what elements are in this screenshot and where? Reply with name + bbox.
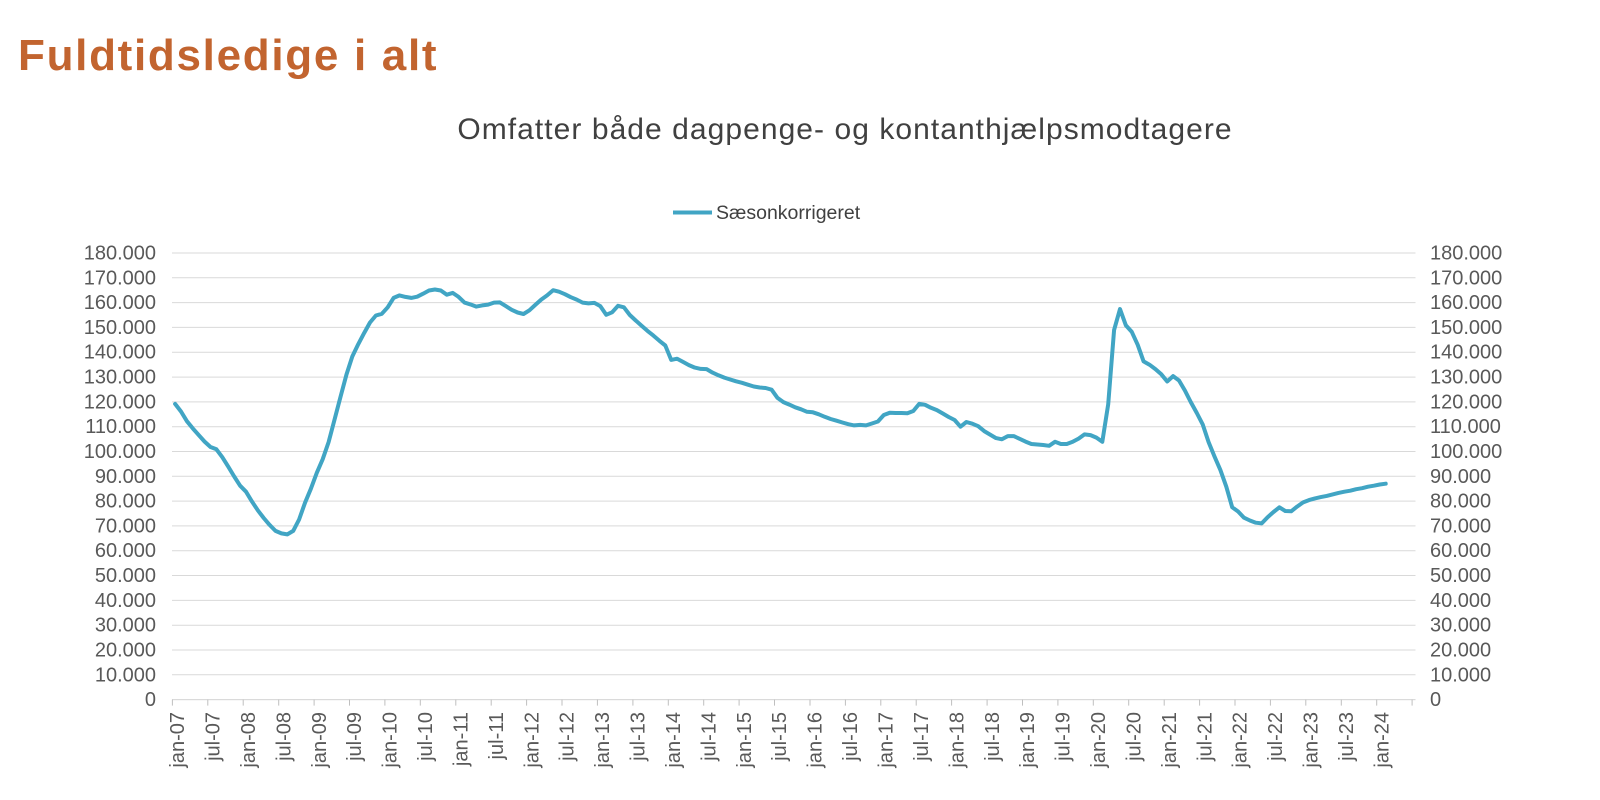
- svg-text:jan-09: jan-09: [309, 712, 331, 769]
- svg-text:jan-14: jan-14: [663, 712, 685, 769]
- svg-text:90.000: 90.000: [1430, 466, 1491, 488]
- svg-text:jan-12: jan-12: [521, 712, 543, 769]
- svg-text:jan-13: jan-13: [592, 712, 614, 769]
- svg-text:40.000: 40.000: [1430, 590, 1491, 612]
- svg-text:140.000: 140.000: [1430, 342, 1502, 364]
- svg-text:jul-08: jul-08: [273, 712, 295, 762]
- svg-text:0: 0: [1430, 689, 1441, 711]
- svg-text:170.000: 170.000: [1430, 267, 1502, 289]
- svg-text:jan-24: jan-24: [1371, 712, 1393, 769]
- svg-text:60.000: 60.000: [1430, 540, 1491, 562]
- svg-text:120.000: 120.000: [1430, 391, 1502, 413]
- svg-text:50.000: 50.000: [95, 565, 156, 587]
- svg-text:180.000: 180.000: [1430, 243, 1502, 265]
- svg-text:160.000: 160.000: [84, 292, 156, 314]
- svg-text:70.000: 70.000: [95, 515, 156, 537]
- svg-text:10.000: 10.000: [1430, 664, 1491, 686]
- svg-text:100.000: 100.000: [1430, 441, 1502, 463]
- svg-text:jan-07: jan-07: [167, 712, 189, 769]
- svg-text:jan-17: jan-17: [876, 712, 898, 769]
- svg-text:10.000: 10.000: [95, 664, 156, 686]
- svg-text:80.000: 80.000: [1430, 491, 1491, 513]
- svg-text:jan-10: jan-10: [380, 712, 402, 769]
- svg-text:20.000: 20.000: [95, 640, 156, 662]
- svg-text:jul-21: jul-21: [1194, 712, 1216, 762]
- svg-text:jul-07: jul-07: [203, 712, 225, 762]
- svg-text:jan-08: jan-08: [238, 712, 260, 769]
- svg-text:jul-23: jul-23: [1336, 712, 1358, 762]
- svg-text:180.000: 180.000: [84, 243, 156, 265]
- svg-text:50.000: 50.000: [1430, 565, 1491, 587]
- svg-text:jul-11: jul-11: [486, 712, 508, 760]
- svg-text:jul-09: jul-09: [344, 712, 366, 762]
- svg-text:130.000: 130.000: [84, 367, 156, 389]
- svg-text:jul-22: jul-22: [1265, 712, 1287, 762]
- svg-text:jul-10: jul-10: [415, 712, 437, 762]
- svg-text:30.000: 30.000: [1430, 615, 1491, 637]
- svg-text:Sæsonkorrigeret: Sæsonkorrigeret: [716, 202, 861, 224]
- svg-text:jan-11: jan-11: [451, 712, 473, 767]
- svg-text:jul-20: jul-20: [1123, 712, 1145, 762]
- svg-text:jan-16: jan-16: [805, 712, 827, 769]
- svg-text:40.000: 40.000: [95, 590, 156, 612]
- svg-text:jul-17: jul-17: [911, 712, 933, 762]
- svg-text:jul-18: jul-18: [982, 712, 1004, 762]
- svg-text:jan-22: jan-22: [1230, 712, 1252, 769]
- svg-text:170.000: 170.000: [84, 267, 156, 289]
- svg-text:150.000: 150.000: [1430, 317, 1502, 339]
- svg-text:jan-15: jan-15: [734, 712, 756, 769]
- svg-text:110.000: 110.000: [85, 416, 156, 438]
- svg-text:30.000: 30.000: [95, 615, 156, 637]
- svg-text:100.000: 100.000: [84, 441, 156, 463]
- svg-text:jan-19: jan-19: [1017, 712, 1039, 769]
- svg-text:110.000: 110.000: [1430, 416, 1501, 438]
- svg-text:jul-12: jul-12: [557, 712, 579, 762]
- svg-text:jan-18: jan-18: [946, 712, 968, 769]
- svg-text:140.000: 140.000: [84, 342, 156, 364]
- svg-text:130.000: 130.000: [1430, 367, 1502, 389]
- svg-text:jul-16: jul-16: [840, 712, 862, 762]
- svg-text:120.000: 120.000: [84, 391, 156, 413]
- svg-text:70.000: 70.000: [1430, 515, 1491, 537]
- svg-text:jan-23: jan-23: [1301, 712, 1323, 769]
- svg-text:80.000: 80.000: [95, 491, 156, 513]
- svg-text:20.000: 20.000: [1430, 640, 1491, 662]
- svg-text:150.000: 150.000: [84, 317, 156, 339]
- svg-text:jul-19: jul-19: [1053, 712, 1075, 762]
- svg-text:jan-21: jan-21: [1159, 712, 1181, 769]
- svg-text:60.000: 60.000: [95, 540, 156, 562]
- svg-text:jan-20: jan-20: [1088, 712, 1110, 769]
- svg-text:0: 0: [145, 689, 156, 711]
- svg-text:jul-15: jul-15: [769, 712, 791, 762]
- svg-text:jul-13: jul-13: [628, 712, 650, 762]
- svg-text:160.000: 160.000: [1430, 292, 1502, 314]
- svg-text:90.000: 90.000: [95, 466, 156, 488]
- svg-text:jul-14: jul-14: [698, 712, 720, 762]
